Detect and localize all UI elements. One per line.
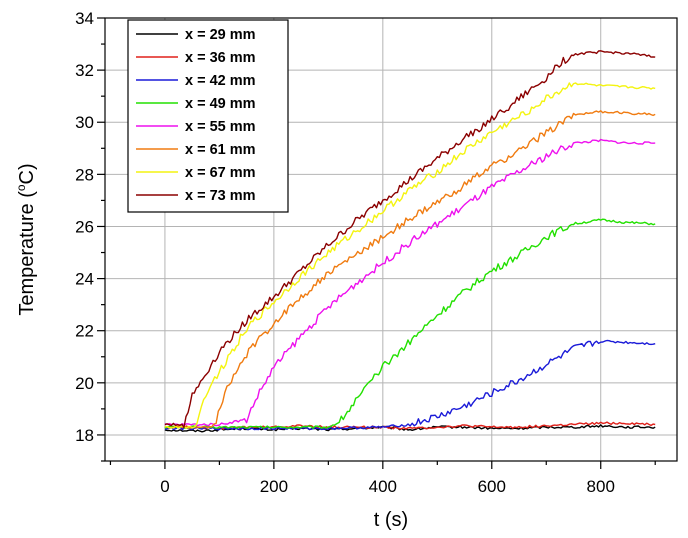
y-axis-title-main: Temperature ( xyxy=(16,191,38,316)
legend-label: x = 73 mm xyxy=(185,188,256,204)
legend-label: x = 67 mm xyxy=(185,165,256,181)
x-tick-label: 200 xyxy=(260,477,288,496)
legend-box xyxy=(127,19,289,213)
x-axis-title: t (s) xyxy=(374,509,408,531)
series-line-x-73-mm xyxy=(164,50,656,429)
x-tick-label: 400 xyxy=(369,477,397,496)
y-axis-title-superscript: o xyxy=(14,184,28,191)
legend-label: x = 61 mm xyxy=(185,142,256,158)
series-line-x-61-mm xyxy=(164,110,656,429)
axis-ticks: 0 200 400 600 800 18 20 22 24 26 28 30 32 34 xyxy=(75,9,656,496)
y-tick-label: 26 xyxy=(75,217,94,236)
x-tick-label: 800 xyxy=(587,477,615,496)
series-line-x-67-mm xyxy=(164,82,656,429)
legend-label: x = 49 mm xyxy=(185,96,256,112)
series-lines xyxy=(164,50,656,433)
y-tick-label: 30 xyxy=(75,113,94,132)
y-axis-title-tail: C) xyxy=(16,163,38,184)
x-tick-label: 0 xyxy=(160,477,169,496)
legend-label: x = 55 mm xyxy=(185,119,256,135)
legend: x = 29 mm x = 36 mm x = 42 mm x = 49 mm x = … xyxy=(127,19,289,213)
series-line-x-49-mm xyxy=(164,218,656,429)
y-tick-label: 18 xyxy=(75,426,94,445)
y-tick-label: 22 xyxy=(75,322,94,341)
legend-label: x = 42 mm xyxy=(185,73,256,89)
y-axis-title: Temperature (oC) xyxy=(14,163,38,315)
legend-label: x = 29 mm xyxy=(185,27,256,43)
series-line-x-42-mm xyxy=(164,339,656,431)
x-tick-label: 600 xyxy=(478,477,506,496)
y-tick-label: 28 xyxy=(75,165,94,184)
y-tick-label: 32 xyxy=(75,61,94,80)
plot-area-frame xyxy=(104,17,678,462)
y-tick-label: 34 xyxy=(75,9,94,28)
y-tick-label: 20 xyxy=(75,374,94,393)
series-line-x-55-mm xyxy=(164,138,656,427)
y-tick-label: 24 xyxy=(75,270,94,289)
legend-label: x = 36 mm xyxy=(185,50,256,66)
